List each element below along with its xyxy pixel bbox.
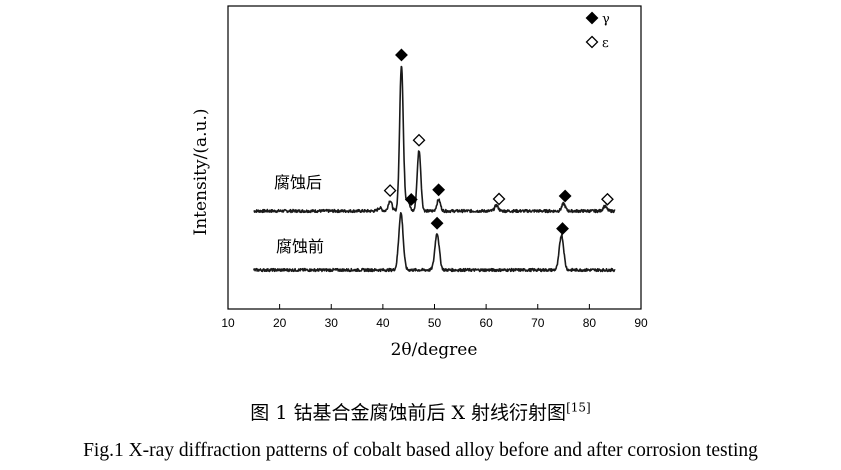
legend-marker [585, 11, 599, 25]
x-axis-label: 2θ/degree [391, 340, 478, 360]
plot-frame [227, 5, 642, 310]
epsilon-marker [601, 192, 614, 206]
x-tick-label: 60 [479, 316, 493, 330]
figure-caption-en: Fig.1 X-ray diffraction patterns of coba… [83, 440, 758, 461]
epsilon-marker [492, 192, 506, 206]
gamma-marker [430, 216, 444, 230]
legend-label: γ [602, 12, 610, 27]
x-tick-label: 80 [583, 316, 597, 330]
series-label-before: 腐蚀前 [276, 237, 324, 256]
epsilon-marker [412, 133, 426, 147]
x-tick-label: 50 [428, 316, 442, 330]
gamma-marker [432, 183, 446, 197]
gamma-marker [404, 193, 418, 206]
x-tick-label: 90 [634, 316, 648, 330]
x-tick-label: 20 [273, 316, 287, 330]
x-tick-label: 40 [376, 316, 390, 330]
epsilon-marker [383, 184, 397, 198]
gamma-marker [556, 222, 569, 235]
caption-cn-text: 图 1 钴基合金腐蚀前后 X 射线衍射图 [250, 402, 567, 424]
gamma-marker [395, 48, 408, 62]
gamma-marker [558, 189, 572, 203]
xrd-curve-1 [253, 212, 616, 273]
xrd-curve-0 [253, 65, 616, 214]
legend-label: ε [602, 36, 609, 51]
xrd-chart: 10 20 30 40 50 60 70 80 90 γε Intensity/(a.u.) 2… [191, 5, 648, 360]
x-tick-label: 10 [221, 316, 235, 330]
caption-reference: [15] [566, 400, 591, 415]
y-axis-label: Intensity/(a.u.) [191, 109, 211, 236]
x-tick-label: 70 [531, 316, 545, 330]
legend-marker [585, 35, 599, 49]
x-tick-label: 30 [325, 316, 339, 330]
figure-caption-cn: 图 1 钴基合金腐蚀前后 X 射线衍射图[15] [0, 398, 841, 425]
series-label-after: 腐蚀后 [274, 173, 322, 192]
